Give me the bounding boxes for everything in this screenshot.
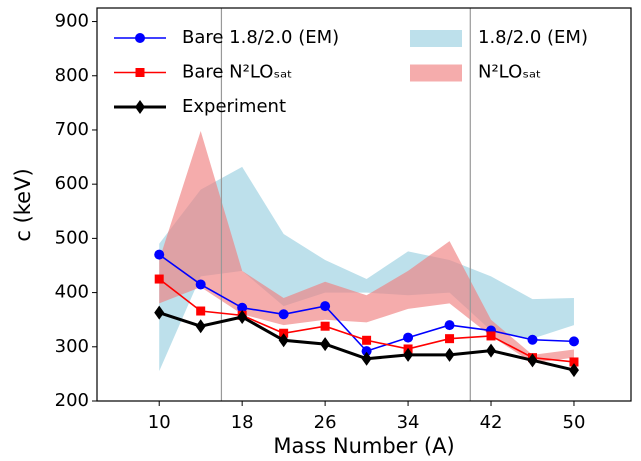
marker <box>154 249 165 260</box>
marker <box>445 334 455 344</box>
y-tick-label: 300 <box>55 336 89 357</box>
marker <box>403 332 414 343</box>
legend-label: Bare 1.8/2.0 (EM) <box>182 27 339 48</box>
y-tick-label: 400 <box>55 282 89 303</box>
legend-label: N²LOₛₐₜ <box>478 62 541 83</box>
y-axis-label: c (keV) <box>11 168 35 241</box>
marker <box>279 328 289 338</box>
marker <box>486 343 497 358</box>
x-axis-label: Mass Number (A) <box>273 434 454 458</box>
y-tick-label: 200 <box>55 390 89 411</box>
marker <box>237 302 248 313</box>
marker <box>362 335 372 345</box>
marker <box>195 279 206 290</box>
marker <box>569 357 579 367</box>
plot-frame <box>96 7 632 402</box>
marker <box>527 334 538 345</box>
legend-label: 1.8/2.0 (EM) <box>478 27 588 48</box>
x-tick-label: 42 <box>480 412 503 433</box>
legend-marker <box>135 33 145 43</box>
marker <box>444 347 455 362</box>
legend-patch <box>410 30 462 47</box>
marker <box>361 346 372 357</box>
marker <box>527 353 538 368</box>
marker <box>403 347 414 362</box>
band <box>159 166 574 372</box>
marker <box>568 363 579 378</box>
marker <box>444 320 455 331</box>
marker <box>486 331 496 341</box>
legend-label: Bare N²LOₛₐₜ <box>182 62 293 83</box>
legend-marker <box>135 68 145 77</box>
x-tick-label: 10 <box>148 412 171 433</box>
legend-patch <box>410 64 462 82</box>
marker <box>154 274 164 284</box>
x-tick-label: 34 <box>397 412 420 433</box>
legend-marker <box>135 100 145 114</box>
marker <box>154 305 165 320</box>
marker <box>320 321 330 331</box>
marker <box>195 319 206 334</box>
marker <box>278 309 289 320</box>
marker <box>278 333 289 348</box>
marker <box>361 351 372 366</box>
marker <box>568 336 579 347</box>
marker <box>320 337 331 352</box>
y-tick-label: 500 <box>55 227 89 248</box>
marker <box>196 306 206 316</box>
y-tick-label: 900 <box>55 11 89 32</box>
y-tick-label: 700 <box>55 119 89 140</box>
legend-label: Experiment <box>182 96 286 117</box>
y-tick-label: 800 <box>55 65 89 86</box>
marker <box>320 301 331 312</box>
x-tick-label: 26 <box>314 412 337 433</box>
marker <box>237 309 248 324</box>
x-tick-label: 18 <box>231 412 254 433</box>
y-tick-label: 600 <box>55 173 89 194</box>
x-tick-label: 50 <box>563 412 586 433</box>
